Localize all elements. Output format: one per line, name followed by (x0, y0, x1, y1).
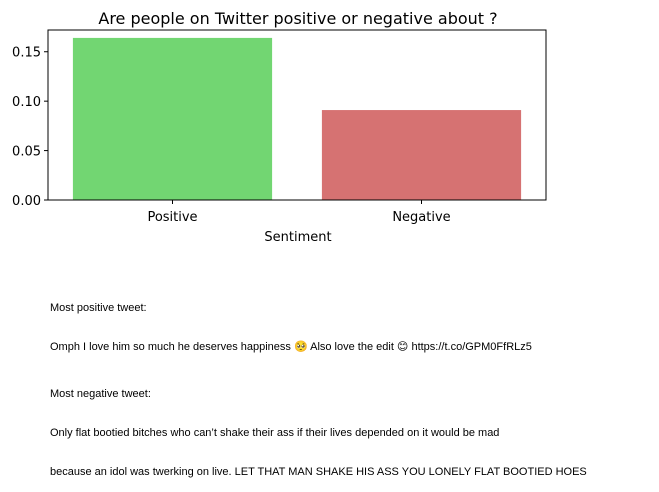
positive-tweet-heading: Most positive tweet: (50, 302, 147, 314)
y-tick-label: 0.00 (12, 194, 41, 209)
x-tick-label: Positive (147, 210, 197, 225)
negative-tweet-text-line-1: Only flat bootied bitches who can’t shak… (50, 427, 500, 439)
y-tick-label: 0.05 (12, 145, 41, 160)
negative-tweet-heading: Most negative tweet: (50, 388, 151, 400)
positive-tweet-text: Omph I love him so much he deserves happ… (50, 341, 532, 353)
y-axis-ticks: 0.00 0.05 0.10 0.15 (12, 46, 48, 209)
y-tick-label: 0.10 (12, 95, 41, 110)
bar-positive (72, 37, 273, 200)
x-tick-label: Negative (392, 210, 450, 225)
chart-title: Are people on Twitter positive or negati… (98, 9, 497, 28)
x-axis-label: Sentiment (264, 230, 331, 245)
negative-tweet-text-line-2: because an idol was twerking on live. LE… (50, 466, 587, 478)
x-axis-ticks: Positive Negative (147, 200, 451, 225)
positive-tweet-block: Most positive tweet: Omph I love him so … (50, 276, 532, 367)
bar-negative (321, 110, 522, 200)
y-tick-label: 0.15 (12, 46, 41, 61)
sentiment-bar-chart: Are people on Twitter positive or negati… (12, 9, 547, 245)
plot-frame (47, 29, 547, 201)
negative-tweet-block: Most negative tweet: Only flat bootied b… (50, 362, 587, 492)
bars-group (72, 37, 522, 200)
